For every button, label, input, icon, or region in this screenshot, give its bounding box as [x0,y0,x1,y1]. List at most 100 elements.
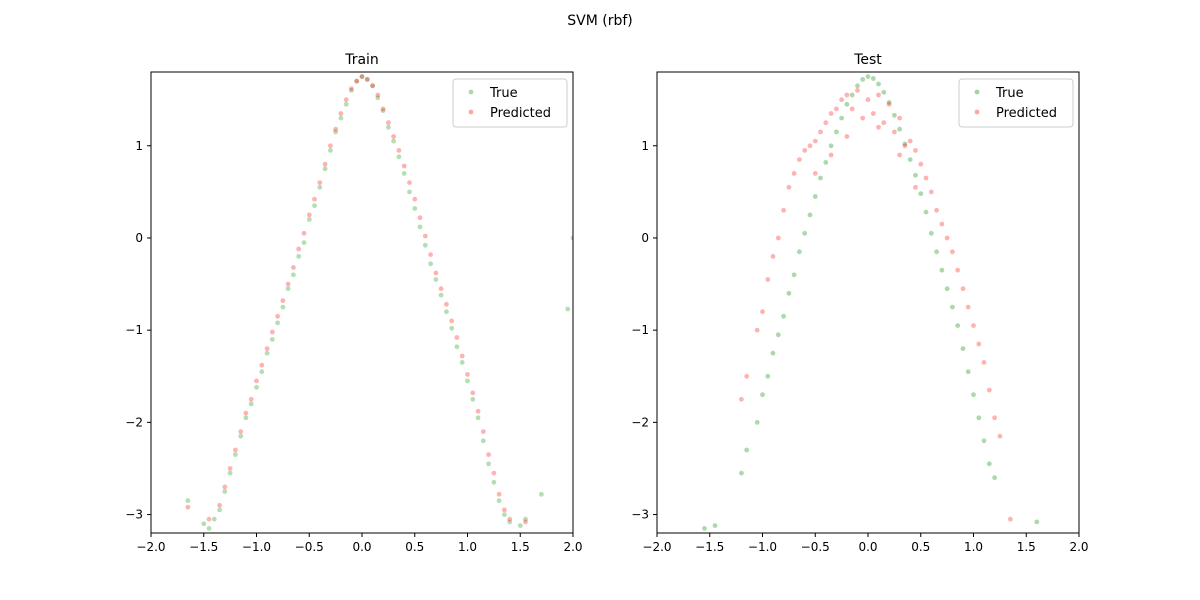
test-xtick-label: 0.0 [858,540,877,554]
train-true-point [185,498,191,504]
train-true-point [269,337,275,342]
test-predicted-point [881,120,887,126]
test-xtick-label: 2.0 [1069,540,1088,554]
train-true-point [570,235,573,241]
train-true-point [407,189,412,195]
test-true-point [950,304,955,310]
train-true-point [206,526,212,531]
test-predicted-point [791,171,797,176]
test-predicted-point [786,184,792,190]
test-predicted-point [760,309,765,315]
train-true-point [417,224,423,230]
test-true-point [976,415,982,421]
test-legend: True Predicted [958,78,1074,128]
test-series-predicted [739,88,1013,522]
train-true-point [238,433,244,439]
train-true-point [201,521,207,527]
train-predicted-point [333,126,338,132]
test-true-point [797,249,802,255]
train-predicted-point [380,106,386,112]
test-true-point [1034,519,1040,525]
test-markers [702,74,1040,531]
test-true-point [702,526,707,531]
test-predicted-point [944,235,950,241]
train-markers [185,74,573,531]
train-ytick-label: −3 [125,508,143,522]
train-predicted-point [523,519,528,525]
train-predicted-point [444,301,449,307]
test-predicted-point [812,138,818,144]
test-true-point [844,101,850,107]
train-true-point [306,217,312,222]
test-xtick-label: −1.5 [695,540,724,554]
test-true-point [860,77,866,82]
test-predicted-point [902,143,908,149]
test-true-point [818,175,823,181]
test-true-point [918,191,924,197]
test-true-point [849,92,855,98]
test-title: Test [853,52,882,68]
test-predicted-point [923,175,929,181]
train-true-point [491,479,497,485]
test-true-point [786,290,792,296]
train-true-point [486,461,491,467]
train-predicted-point [370,83,375,89]
train-predicted-point [328,143,333,149]
train-legend: True Predicted [452,78,568,128]
train-predicted-point [391,134,396,139]
test-predicted-point [897,152,902,158]
train-true-point [496,498,502,504]
subplot-train: −2.0 −1.5 −1.0 −0.5 0.0 0.5 1.0 1.5 2.0 −3 −2 −1 0 1 T… [125,52,582,554]
test-true-point [855,83,860,89]
train-true-point [333,129,338,135]
train-true-point [328,148,333,153]
test-predicted-point [992,415,997,421]
test-xtick-label: 1.5 [1017,540,1036,554]
train-predicted-point [343,97,349,103]
test-predicted-point [834,106,839,112]
train-predicted-point [496,491,502,497]
train-series-true [185,74,573,531]
test-true-point [812,194,818,199]
test-predicted-point [876,92,881,98]
train-true-point [285,286,291,292]
test-true-point [881,89,887,95]
test-ytick-label: −2 [631,415,649,429]
train-true-point [227,470,233,476]
test-xtick-label: −1.0 [748,540,777,554]
train-true-point [444,309,449,315]
train-predicted-point [259,362,265,368]
train-predicted-point [312,196,317,202]
train-true-point [401,171,407,176]
train-xtick-label: −1.0 [242,540,271,554]
test-true-point [781,313,786,319]
train-true-point [301,240,307,246]
train-true-point [480,438,486,444]
train-xtick-label: 0.0 [352,540,371,554]
train-predicted-point [317,180,323,186]
test-true-point [870,76,876,81]
test-predicted-point [976,341,982,347]
test-xtick-label: 1.0 [964,540,983,554]
test-predicted-point [770,254,776,259]
train-true-point [438,292,444,298]
train-predicted-point [417,215,423,221]
train-predicted-point [206,516,212,522]
test-predicted-point [823,120,829,126]
test-true-point [913,172,918,178]
train-true-point [364,77,370,82]
train-true-point [359,74,365,79]
train-predicted-point [359,74,365,79]
train-legend-label-predicted: Predicted [490,106,551,121]
test-predicted-point [907,138,913,144]
train-true-point [370,83,375,89]
test-legend-marker-predicted [974,109,980,115]
test-ytick-label: −1 [631,323,649,337]
train-predicted-point [217,502,223,508]
train-predicted-point [470,390,476,396]
train-true-point [338,115,344,121]
test-legend-box [958,78,1074,128]
train-true-point [465,378,470,384]
train-legend-box [452,78,568,128]
train-xtick-label: −2.0 [136,540,165,554]
